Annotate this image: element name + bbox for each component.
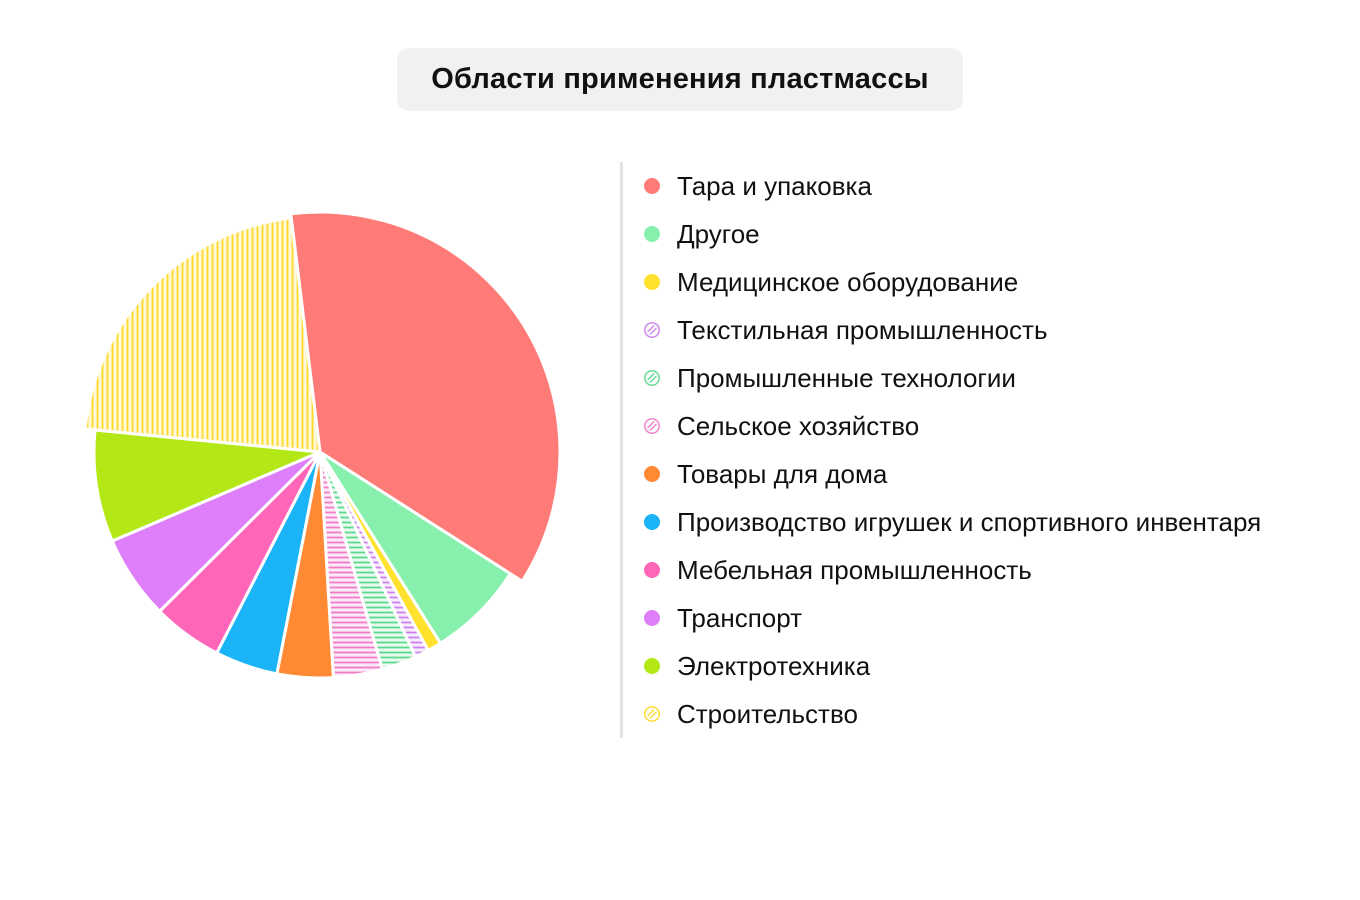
- legend-item: Другое: [643, 210, 1350, 258]
- legend-item: Товары для дома: [643, 450, 1350, 498]
- legend-swatch: [644, 706, 660, 722]
- legend-item: Медицинское оборудование: [643, 258, 1350, 306]
- legend-swatch: [644, 322, 660, 338]
- pie-slice: [83, 216, 322, 454]
- legend-label: Товары для дома: [677, 458, 888, 489]
- legend-label: Другое: [677, 218, 760, 249]
- legend-label: Строительство: [677, 698, 858, 729]
- legend-item: Текстильная промышленность: [643, 306, 1350, 354]
- legend-swatch: [644, 610, 660, 626]
- legend-label: Медицинское оборудование: [677, 266, 1019, 297]
- legend-item: Транспорт: [643, 594, 1350, 642]
- legend-label: Тара и упаковка: [677, 170, 872, 201]
- legend: Тара и упаковка Другое Медицинское оборудо…: [620, 162, 1350, 738]
- pie-slice: [92, 428, 322, 543]
- legend-label: Электротехника: [677, 650, 871, 681]
- legend-label: Текстильная промышленность: [677, 314, 1048, 345]
- legend-swatch: [644, 418, 660, 434]
- legend-label: Промышленные технологии: [677, 362, 1016, 393]
- legend-item: Мебельная промышленность: [643, 546, 1350, 594]
- legend-item: Сельское хозяйство: [643, 402, 1350, 450]
- legend-label: Мебельная промышленность: [677, 554, 1032, 585]
- legend-item: Строительство: [643, 690, 1350, 738]
- legend-swatch: [644, 226, 660, 242]
- legend-item: Электротехника: [643, 642, 1350, 690]
- chart-title: Области применения пластмассы: [397, 48, 963, 111]
- legend-swatch: [644, 562, 660, 578]
- legend-item: Тара и упаковка: [643, 162, 1350, 210]
- legend-swatch: [644, 514, 660, 530]
- legend-item: Промышленные технологии: [643, 354, 1350, 402]
- legend-label: Транспорт: [677, 602, 803, 633]
- legend-label: Сельское хозяйство: [677, 410, 920, 441]
- legend-item: Производство игрушек и спортивного инвен…: [643, 498, 1350, 546]
- pie-svg: [83, 210, 562, 680]
- legend-swatch: [644, 370, 660, 386]
- pie-chart: [60, 190, 580, 710]
- legend-swatch: [644, 658, 660, 674]
- pie-slice: [289, 210, 562, 583]
- legend-swatch: [644, 274, 660, 290]
- legend-swatch: [644, 178, 660, 194]
- legend-label: Производство игрушек и спортивного инвен…: [677, 506, 1262, 537]
- legend-swatch: [644, 466, 660, 482]
